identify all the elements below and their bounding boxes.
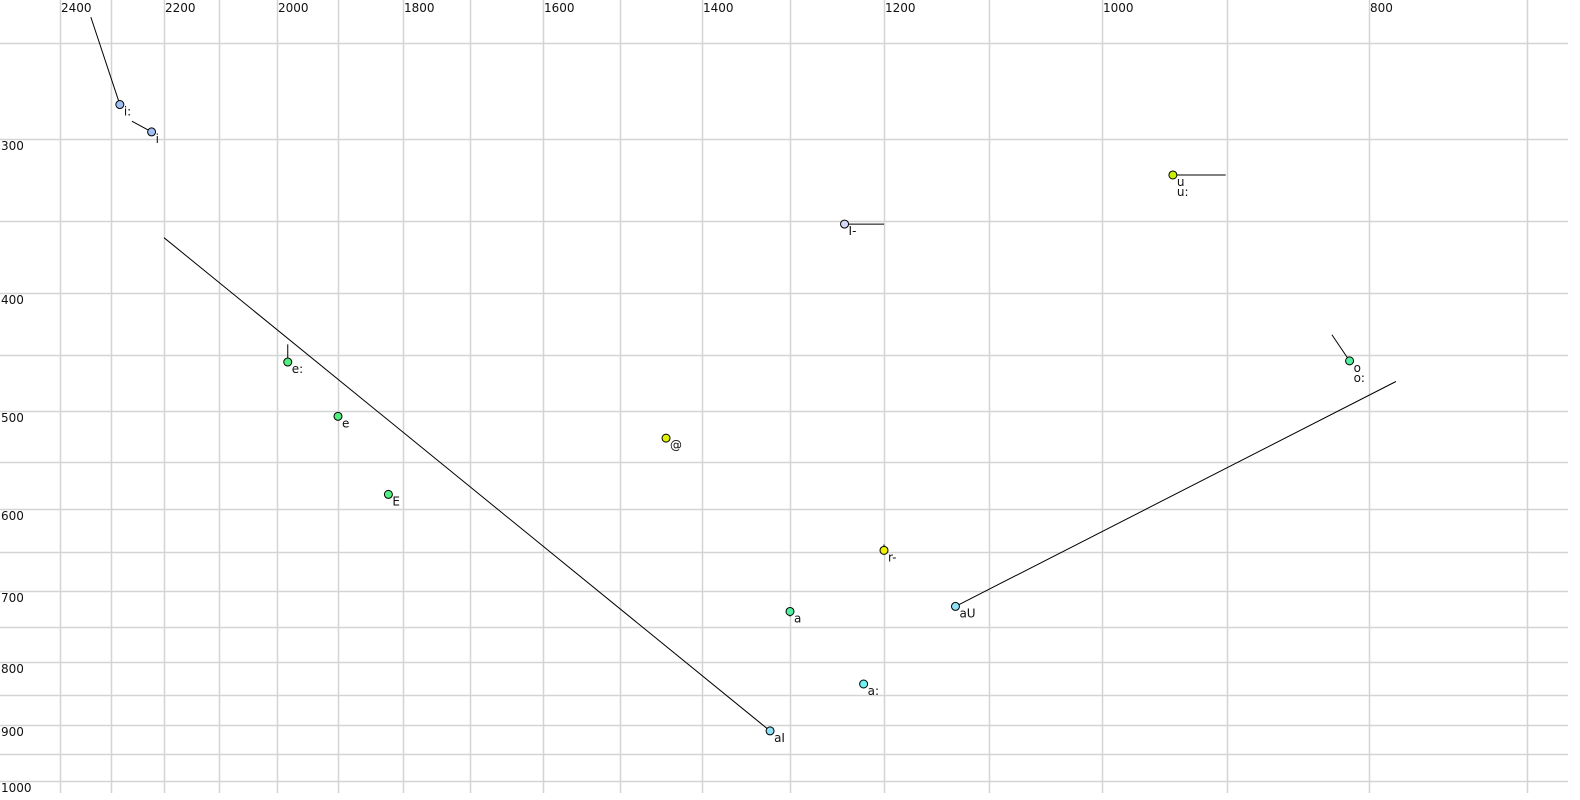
trajectory-line [955,381,1397,607]
x-tick-label: 2400 [61,1,92,15]
vowel-label: r- [888,550,897,564]
vowel-point [1168,170,1178,180]
y-tick-label: 400 [1,293,24,307]
vowel-point [383,489,393,499]
vowel-label: u: [1177,185,1189,199]
vowel-label: i [156,132,159,146]
vowel-label: u [1177,175,1185,189]
y-tick-label: 500 [1,411,24,425]
vowel-point [147,127,157,137]
y-tick-label: 1000 [1,781,32,795]
vowel-label: e: [292,362,303,376]
vowel-point [115,100,125,110]
trajectory-line [163,237,771,732]
x-tick-label: 1200 [885,1,916,15]
vowel-point [879,545,889,555]
vowel-label: o [1354,361,1361,375]
data-points: i: i uu: I-e: e E @ r-a a: aI aU oo: [90,16,1397,745]
vowel-label: @ [670,438,682,452]
vowel-point [333,411,343,421]
y-tick-label: 600 [1,509,24,523]
x-tick-label: 1000 [1103,1,1134,15]
vowel-label: a [794,611,801,625]
vowel-label: aI [774,731,785,745]
x-tick-label: 2200 [165,1,196,15]
vowel-point [283,357,293,367]
axis-ticks: 2400 2200 2000 1800 1600 1400 1200 1000 800 300 40… [1,1,1393,795]
vowel-point [840,219,850,229]
vowel-label: o: [1354,371,1365,385]
vowel-label: E [392,494,400,508]
vowel-point [765,726,775,736]
x-tick-label: 2000 [278,1,309,15]
vowel-point [1345,356,1355,366]
vowel-label: e [342,416,349,430]
y-tick-label: 800 [1,662,24,676]
x-tick-label: 800 [1370,1,1393,15]
trajectory-line [1331,334,1350,362]
vowel-label: I- [849,224,857,238]
vowel-point [950,601,960,611]
vowel-point [661,433,671,443]
y-tick-label: 900 [1,725,24,739]
vowel-label: i: [124,105,131,119]
trajectory-line [90,16,121,105]
y-tick-label: 300 [1,139,24,153]
vowel-point [859,679,869,689]
x-tick-label: 1400 [703,1,734,15]
vowel-point [785,606,795,616]
vowel-label: aU [959,606,975,620]
x-tick-label: 1600 [544,1,575,15]
x-tick-label: 1800 [404,1,435,15]
y-tick-label: 700 [1,591,24,605]
vowel-label: a: [868,684,879,698]
